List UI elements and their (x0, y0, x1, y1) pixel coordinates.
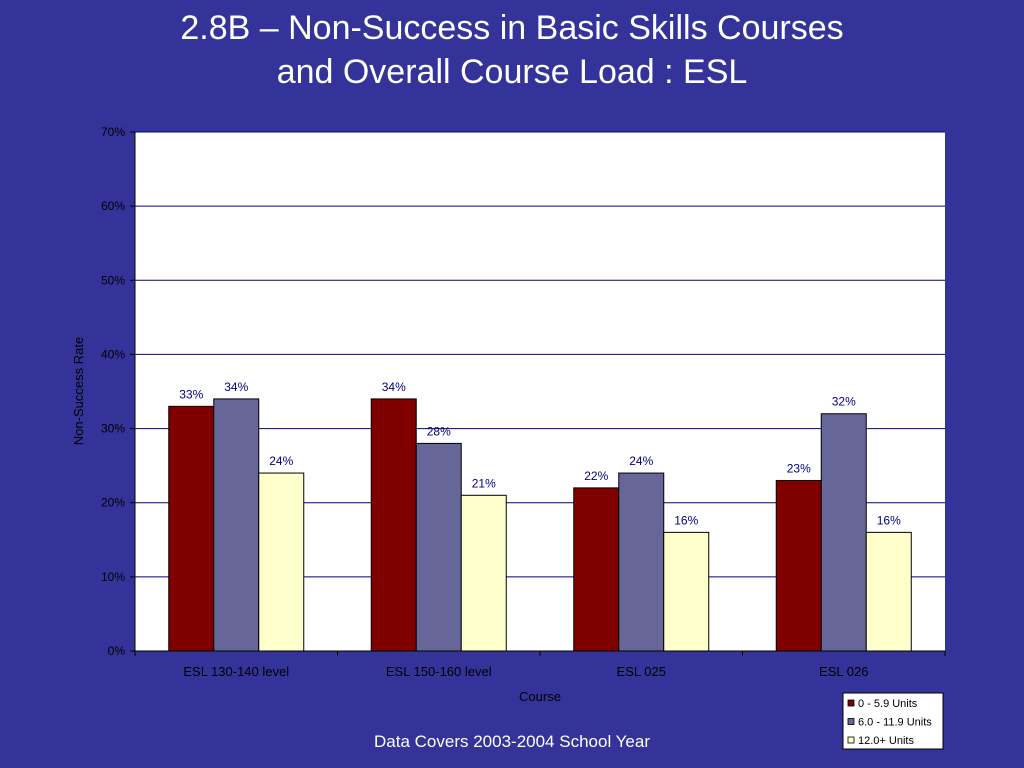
slide-title-line-1: 2.8B – Non-Success in Basic Skills Cours… (180, 9, 844, 47)
bar (865, 531, 912, 652)
x-tick-label: ESL 130-140 level (183, 664, 289, 679)
y-tick-label: 60% (101, 199, 125, 213)
x-tick-label: ESL 025 (617, 664, 666, 679)
data-label: 32% (832, 395, 856, 409)
y-tick-label: 50% (101, 273, 125, 287)
bar (415, 442, 462, 652)
bar (258, 472, 305, 652)
y-axis-title: Non-Success Rate (71, 337, 86, 445)
data-label: 24% (269, 454, 293, 468)
legend-label: 6.0 - 11.9 Units (858, 717, 932, 729)
legend-swatch (847, 718, 855, 725)
axes (130, 131, 946, 656)
bar (618, 472, 665, 652)
data-label: 21% (472, 476, 496, 490)
bar (213, 398, 260, 652)
legend: 0 - 5.9 Units 6.0 - 11.9 Units 12.0+ Units (842, 692, 944, 750)
x-tick-label: ESL 150-160 level (386, 664, 492, 679)
legend-swatch (847, 736, 855, 744)
data-label: 24% (629, 454, 653, 468)
bar (775, 479, 822, 652)
y-tick-label: 30% (101, 422, 125, 436)
legend-label: 0 - 5.9 Units (858, 698, 918, 710)
y-tick-label: 40% (101, 347, 125, 361)
x-axis-title: Course (519, 689, 561, 704)
y-tick-label: 20% (101, 496, 125, 510)
data-label: 16% (877, 513, 901, 527)
bar (820, 413, 867, 652)
bar (460, 494, 507, 652)
slide-title-line-2: and Overall Course Load : ESL (276, 53, 748, 91)
y-tick-label: 0% (108, 644, 126, 658)
x-tick-labels: ESL 130-140 level ESL 150-160 level ESL 02… (183, 664, 868, 679)
y-tick-label: 10% (101, 570, 125, 584)
y-tick-labels: 0% 10% 20% 30% 40% 50% 60% 70% (101, 125, 125, 658)
data-labels: 33% 34% 24% 34% 28% 21% 22% 24% 16% 23% 32% 16% (179, 380, 901, 527)
bar (370, 398, 417, 652)
bar (168, 405, 215, 652)
y-tick-label: 70% (101, 125, 125, 139)
data-label: 34% (382, 380, 406, 394)
footer-note: Data Covers 2003-2004 School Year (374, 732, 650, 751)
data-label: 28% (427, 424, 451, 438)
legend-swatch (847, 699, 855, 707)
bar (573, 487, 620, 652)
data-label: 16% (674, 513, 698, 527)
data-label: 23% (787, 461, 811, 475)
legend-label: 12.0+ Units (858, 735, 914, 747)
data-label: 34% (224, 380, 248, 394)
bars (168, 398, 912, 652)
data-label: 22% (584, 469, 608, 483)
data-label: 33% (179, 387, 203, 401)
x-tick-label: ESL 026 (819, 664, 868, 679)
legend-box (842, 692, 944, 750)
bar (663, 531, 710, 652)
slide-title: 2.8B – Non-Success in Basic Skills Cours… (0, 6, 1024, 94)
